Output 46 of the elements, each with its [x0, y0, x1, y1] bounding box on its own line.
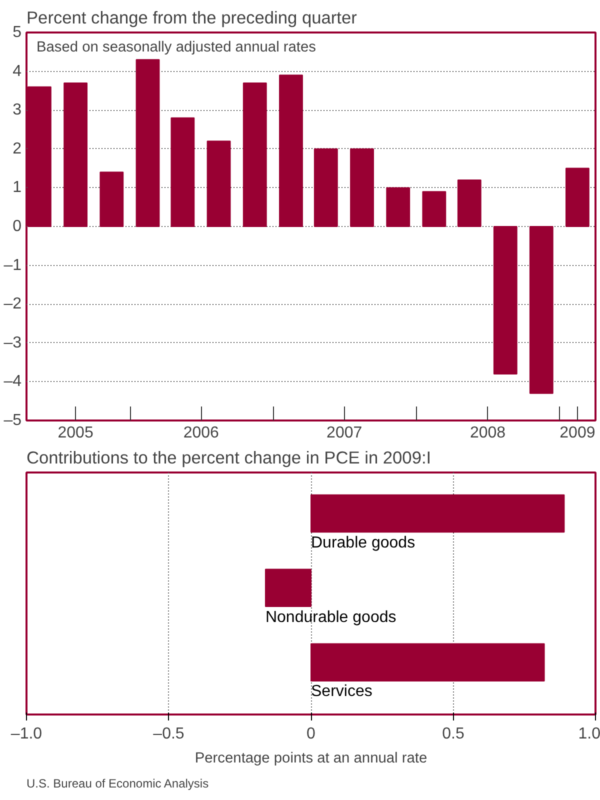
y-tick-label: 1: [12, 179, 22, 196]
bar: [100, 172, 124, 227]
y-tick-label: 3: [12, 102, 22, 119]
y-tick-label: Nondurable goods: [265, 608, 396, 626]
x-tick-label: 2006: [183, 424, 220, 442]
annotation: Based on seasonally adjusted annual rates: [36, 40, 316, 56]
x-axis-title: Percentage points at an annual rate: [194, 750, 428, 766]
y-tick-label: 4: [12, 62, 22, 80]
bar: [565, 168, 590, 227]
bar: [493, 226, 518, 374]
bar: [310, 643, 545, 682]
bar: [170, 117, 195, 227]
x-tick-label: –1.0: [10, 726, 42, 742]
y-tick-label: –4: [4, 373, 22, 390]
y-tick-label: 5: [12, 24, 22, 41]
chart-title: Contributions to the percent change in PCE in 2009:I: [26, 448, 432, 468]
bar: [457, 179, 482, 227]
bar: [264, 568, 312, 608]
bar: [350, 148, 374, 227]
y-tick-label: –1: [4, 256, 22, 274]
y-tick-label: –3: [4, 334, 22, 352]
x-tick-label: 1.0: [578, 726, 600, 742]
y-tick-label: –2: [4, 296, 22, 313]
y-tick-label: 2: [12, 140, 22, 158]
bar: [279, 74, 303, 227]
bar: [422, 191, 446, 227]
bar: [242, 82, 267, 227]
y-tick-label: 0: [12, 218, 22, 235]
x-tick-label: 2008: [470, 424, 506, 442]
bar: [314, 148, 338, 227]
y-tick-label: Services: [311, 683, 372, 700]
x-tick-label: 2007: [326, 424, 362, 442]
bar: [136, 59, 160, 227]
chart-title: Percent change from the preceding quarter: [26, 8, 358, 28]
x-tick-label: –0.5: [153, 726, 184, 742]
bar: [386, 187, 410, 227]
x-tick-label: 0.5: [442, 726, 464, 742]
y-tick-label: –5: [4, 412, 22, 429]
bar: [310, 494, 565, 533]
x-tick-label: 2005: [58, 424, 94, 442]
text: U.S. Bureau of Economic Analysis: [26, 776, 209, 790]
bar: [529, 226, 554, 394]
y-tick-label: Durable goods: [311, 534, 416, 552]
x-tick-label: 2009: [560, 424, 596, 442]
bar: [64, 82, 88, 227]
bar: [206, 140, 231, 227]
